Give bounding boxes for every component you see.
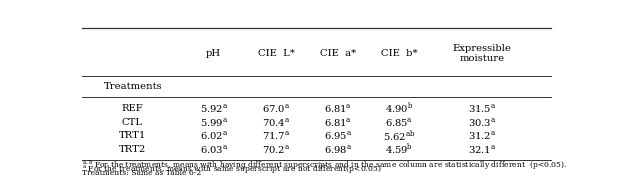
- Text: CIE  a*: CIE a*: [320, 49, 357, 58]
- Text: CIE  b*: CIE b*: [381, 49, 417, 58]
- Text: Treatments: Treatments: [104, 82, 162, 91]
- Text: 6.85$^{\mathregular{a}}$: 6.85$^{\mathregular{a}}$: [385, 116, 413, 129]
- Text: 5.92$^{\mathregular{a}}$: 5.92$^{\mathregular{a}}$: [200, 103, 228, 115]
- Text: 6.95$^{\mathregular{a}}$: 6.95$^{\mathregular{a}}$: [324, 130, 352, 142]
- Text: 70.4$^{\mathregular{a}}$: 70.4$^{\mathregular{a}}$: [262, 116, 290, 129]
- Text: pH: pH: [206, 49, 221, 58]
- Text: $^{\mathregular{a}}$ For the treatments, means with same superscript are not dif: $^{\mathregular{a}}$ For the treatments,…: [82, 163, 381, 175]
- Text: 6.98$^{\mathregular{a}}$: 6.98$^{\mathregular{a}}$: [324, 143, 352, 156]
- Text: 5.62$^{\mathregular{ab}}$: 5.62$^{\mathregular{ab}}$: [383, 128, 415, 144]
- Text: 67.0$^{\mathregular{a}}$: 67.0$^{\mathregular{a}}$: [262, 103, 290, 115]
- Text: 31.5$^{\mathregular{a}}$: 31.5$^{\mathregular{a}}$: [468, 103, 496, 115]
- Text: 4.59$^{\mathregular{b}}$: 4.59$^{\mathregular{b}}$: [385, 142, 413, 157]
- Text: REF: REF: [122, 104, 143, 113]
- Text: Treatments: Same as Table 6-2: Treatments: Same as Table 6-2: [82, 169, 201, 177]
- Text: 32.1$^{\mathregular{a}}$: 32.1$^{\mathregular{a}}$: [468, 143, 496, 156]
- Text: TRT2: TRT2: [119, 145, 146, 154]
- Text: Expressible
moisture: Expressible moisture: [452, 44, 512, 63]
- Text: $^{\mathregular{a,b}}$ For the treatments, means with having different superscri: $^{\mathregular{a,b}}$ For the treatment…: [82, 158, 567, 172]
- Text: 6.81$^{\mathregular{a}}$: 6.81$^{\mathregular{a}}$: [324, 116, 352, 129]
- Text: CTL: CTL: [122, 118, 143, 127]
- Text: 5.99$^{\mathregular{a}}$: 5.99$^{\mathregular{a}}$: [200, 116, 228, 129]
- Text: 4.90$^{\mathregular{b}}$: 4.90$^{\mathregular{b}}$: [385, 101, 413, 116]
- Text: TRT1: TRT1: [119, 132, 146, 141]
- Text: 6.81$^{\mathregular{a}}$: 6.81$^{\mathregular{a}}$: [324, 103, 352, 115]
- Text: 31.2$^{\mathregular{a}}$: 31.2$^{\mathregular{a}}$: [468, 130, 496, 142]
- Text: 30.3$^{\mathregular{a}}$: 30.3$^{\mathregular{a}}$: [468, 116, 496, 129]
- Text: 70.2$^{\mathregular{a}}$: 70.2$^{\mathregular{a}}$: [262, 143, 290, 156]
- Text: CIE  L*: CIE L*: [258, 49, 294, 58]
- Text: 6.02$^{\mathregular{a}}$: 6.02$^{\mathregular{a}}$: [200, 130, 228, 142]
- Text: 71.7$^{\mathregular{a}}$: 71.7$^{\mathregular{a}}$: [262, 130, 290, 142]
- Text: 6.03$^{\mathregular{a}}$: 6.03$^{\mathregular{a}}$: [200, 143, 228, 156]
